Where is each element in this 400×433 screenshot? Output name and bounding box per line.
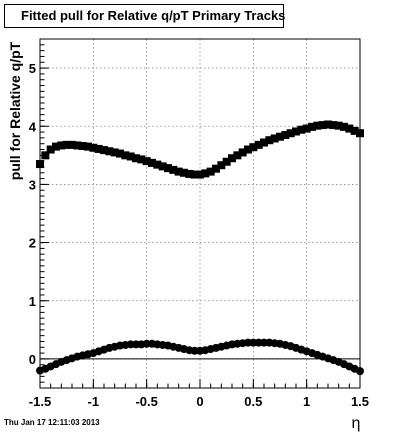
x-tick-label: 0.5 (244, 394, 262, 409)
data-point-square (276, 132, 284, 141)
x-axis-label: η (352, 415, 361, 432)
data-point-square (57, 141, 66, 150)
data-point-square (89, 143, 98, 152)
data-point-square (318, 121, 327, 130)
data-point-square (206, 167, 215, 176)
data-point-square (121, 151, 130, 160)
data-point-square (126, 152, 135, 161)
data-point-square (228, 154, 236, 163)
data-point-square (68, 140, 76, 149)
data-point-square (297, 125, 306, 134)
data-point-square (41, 151, 50, 160)
y-tick-label: 4 (29, 119, 37, 134)
data-point-square (212, 164, 220, 173)
y-axis-label: pull for Relative q/pT (7, 41, 23, 180)
data-point-square (201, 169, 210, 178)
data-point-square (52, 142, 60, 151)
data-point-square (46, 145, 55, 154)
x-tick-label: 1 (303, 394, 310, 409)
data-point-square (137, 155, 146, 164)
data-point-square (158, 162, 167, 171)
data-point-square (270, 134, 279, 143)
data-point-square (110, 148, 119, 157)
series-1 (36, 120, 364, 179)
data-point-square (73, 141, 82, 150)
data-point-square (116, 149, 124, 158)
timestamp: Thu Jan 17 12:11:03 2013 (4, 418, 100, 427)
data-point-square (217, 161, 226, 170)
data-point-square (308, 122, 316, 131)
data-point-square (222, 157, 231, 166)
x-tick-label: -1 (88, 394, 100, 409)
data-point-square (142, 157, 151, 166)
series-2 (36, 338, 364, 376)
data-point-square (148, 158, 156, 167)
data-point-square (94, 144, 103, 153)
data-points (36, 120, 364, 376)
x-tick-label: 0 (196, 394, 203, 409)
data-point-square (169, 165, 178, 174)
data-point-square (356, 129, 364, 138)
y-tick-label: 0 (29, 352, 36, 367)
data-point-square (185, 169, 194, 178)
data-point-square (100, 146, 108, 155)
data-point-circle (356, 367, 364, 376)
data-point-square (180, 168, 188, 177)
data-point-square (249, 143, 258, 152)
data-point-square (164, 164, 172, 173)
data-point-square (174, 167, 183, 176)
data-point-square (84, 142, 92, 151)
data-point-square (302, 124, 311, 133)
data-point-square (36, 160, 44, 169)
x-tick-label: 1.5 (351, 394, 369, 409)
y-tick-label: 3 (29, 177, 36, 192)
data-point-square (78, 142, 87, 151)
data-point-square (265, 136, 274, 145)
data-point-square (233, 151, 242, 160)
x-tick-label: -1.5 (29, 394, 51, 409)
data-point-square (350, 126, 359, 135)
data-point-square (190, 170, 199, 179)
data-point-square (286, 129, 295, 138)
y-tick-label: 2 (29, 236, 36, 251)
data-point-square (132, 154, 140, 163)
y-tick-label: 1 (29, 294, 36, 309)
data-point-square (281, 130, 290, 139)
data-point-square (105, 147, 114, 156)
axis-ticks: -1.5 -1 -0.5 0 0.5 1 1.5 0 1 2 3 4 5 (29, 38, 369, 409)
data-point-square (62, 140, 71, 149)
data-point-square (340, 122, 348, 131)
data-point-square (313, 121, 322, 130)
data-point-square (260, 138, 268, 147)
data-point-square (324, 120, 332, 129)
grid-lines (39, 39, 361, 388)
data-point-square (196, 170, 204, 179)
y-tick-label: 5 (29, 61, 36, 76)
chart-title: Fitted pull for Relative q/pT Primary Tr… (4, 4, 285, 28)
data-point-square (153, 160, 162, 169)
data-point-square (345, 124, 354, 133)
data-point-square (292, 127, 300, 136)
data-point-square (244, 145, 252, 154)
data-point-square (254, 140, 263, 149)
x-tick-label: -0.5 (135, 394, 157, 409)
data-point-square (329, 121, 338, 130)
data-point-square (238, 148, 247, 157)
data-point-square (334, 121, 343, 130)
